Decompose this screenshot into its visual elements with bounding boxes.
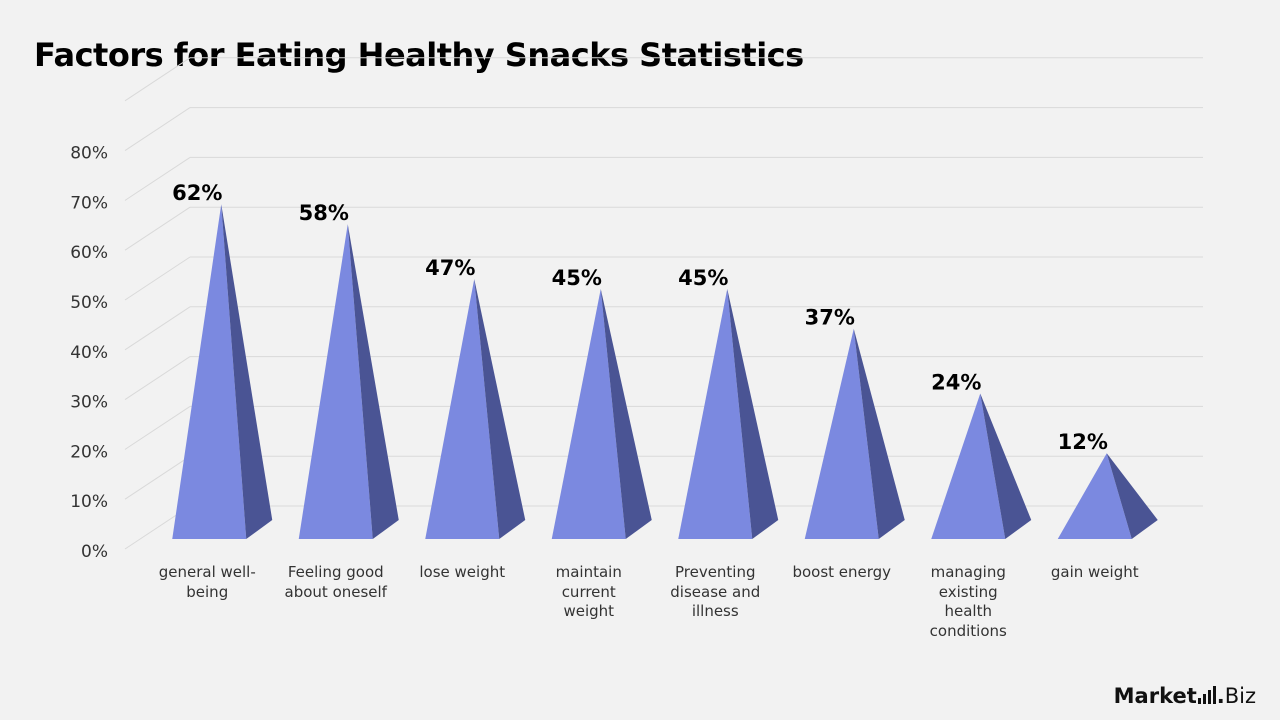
brand-separator: . bbox=[1216, 684, 1225, 708]
pyramid-bar bbox=[172, 204, 273, 540]
category-label-line: maintain bbox=[555, 563, 622, 581]
pyramid-bar bbox=[931, 393, 1032, 539]
category-label: lose weight bbox=[400, 563, 524, 583]
category-label: boost energy bbox=[780, 563, 904, 583]
y-tick-label: 60% bbox=[70, 243, 108, 263]
pyramid-side-face bbox=[600, 288, 652, 539]
pyramid-front-face bbox=[678, 288, 753, 539]
gridline-depth bbox=[124, 405, 191, 450]
brand-name-part2: Biz bbox=[1224, 684, 1256, 708]
pyramid-side-face bbox=[980, 393, 1032, 539]
y-axis-tick-labels: 0% 10% 20% 30% 40% 50% 60% 70% 80% bbox=[70, 144, 108, 562]
bar-chart-icon bbox=[1197, 686, 1216, 704]
y-tick-label: 80% bbox=[70, 144, 108, 164]
category-label-line: disease and bbox=[670, 582, 761, 601]
gridline-depth bbox=[124, 306, 191, 351]
pyramid-bar bbox=[678, 288, 779, 539]
category-label-line: managing bbox=[930, 563, 1006, 581]
category-label-line: Preventing bbox=[674, 563, 756, 581]
pyramid-side-face bbox=[347, 224, 399, 539]
category-label-line: current bbox=[561, 582, 616, 601]
pyramid-front-face bbox=[425, 278, 500, 539]
category-label-line: general well- bbox=[158, 563, 256, 581]
category-label-line: health bbox=[944, 602, 992, 620]
gridline-depth bbox=[124, 156, 191, 201]
gridline-depth bbox=[124, 206, 191, 251]
category-label-line: boost energy bbox=[792, 563, 892, 581]
category-label-line: existing bbox=[938, 582, 998, 601]
gridline-depth bbox=[124, 455, 191, 500]
chart-title: Factors for Eating Healthy Snacks Statis… bbox=[34, 36, 804, 74]
category-label: general well-being bbox=[145, 563, 269, 602]
gridline-depth bbox=[124, 107, 191, 152]
category-label-line: gain weight bbox=[1050, 563, 1139, 581]
category-label: maintain current weight bbox=[527, 563, 651, 622]
pyramid-bar bbox=[1057, 453, 1158, 539]
data-label: 24% bbox=[931, 370, 981, 394]
category-label-line: conditions bbox=[929, 621, 1007, 640]
category-label-line: Feeling good bbox=[287, 563, 384, 581]
pyramid-side-face bbox=[1106, 453, 1158, 539]
category-label-line: illness bbox=[691, 602, 739, 620]
pyramid-front-face bbox=[172, 204, 247, 540]
y-tick-label: 20% bbox=[70, 442, 108, 462]
gridline-depth bbox=[124, 356, 191, 401]
category-label: Preventing disease and illness bbox=[653, 563, 777, 622]
category-label-line: being bbox=[186, 582, 229, 601]
pyramid-front-face bbox=[804, 328, 879, 539]
y-tick-label: 30% bbox=[70, 393, 108, 413]
category-label: gain weight bbox=[1033, 563, 1157, 583]
data-label: 47% bbox=[425, 256, 475, 280]
pyramid-bar bbox=[804, 328, 905, 539]
pyramid-front-face bbox=[1057, 453, 1132, 539]
gridline-depth bbox=[124, 57, 191, 102]
category-label-line: about oneself bbox=[284, 582, 387, 601]
gridline-depth bbox=[124, 256, 191, 301]
data-label: 45% bbox=[678, 266, 728, 290]
data-label: 12% bbox=[1058, 430, 1108, 454]
pyramid-bars bbox=[172, 204, 1158, 540]
y-tick-label: 50% bbox=[70, 293, 108, 313]
category-label-line: weight bbox=[563, 602, 615, 620]
pyramid-side-face bbox=[727, 288, 779, 539]
data-labels: 62% 58% 47% 45% 45% 37% 24% 12% bbox=[172, 181, 1108, 454]
pyramid-front-face bbox=[551, 288, 626, 539]
pyramid-side-face bbox=[853, 328, 905, 539]
data-label: 62% bbox=[172, 181, 222, 205]
y-tick-label: 10% bbox=[70, 492, 108, 512]
data-label: 58% bbox=[299, 201, 349, 225]
data-label: 37% bbox=[805, 306, 855, 330]
pyramid-side-face bbox=[221, 204, 273, 540]
category-label: managing existing health conditions bbox=[906, 563, 1030, 641]
brand-name-part1: Market bbox=[1113, 684, 1197, 708]
data-label: 45% bbox=[552, 266, 602, 290]
y-tick-label: 0% bbox=[81, 542, 108, 562]
category-label: Feeling good about oneself bbox=[274, 563, 398, 602]
pyramid-front-face bbox=[931, 393, 1006, 539]
y-tick-label: 70% bbox=[70, 193, 108, 213]
brand-logo: Market . Biz bbox=[1114, 684, 1256, 708]
y-tick-label: 40% bbox=[70, 343, 108, 363]
pyramid-front-face bbox=[298, 224, 373, 539]
category-label-line: lose weight bbox=[419, 563, 506, 581]
pyramid-side-face bbox=[474, 278, 526, 539]
pyramid-bar bbox=[425, 278, 526, 539]
gridlines bbox=[124, 57, 1203, 550]
pyramid-bar bbox=[298, 224, 399, 539]
pyramid-bar bbox=[551, 288, 652, 539]
